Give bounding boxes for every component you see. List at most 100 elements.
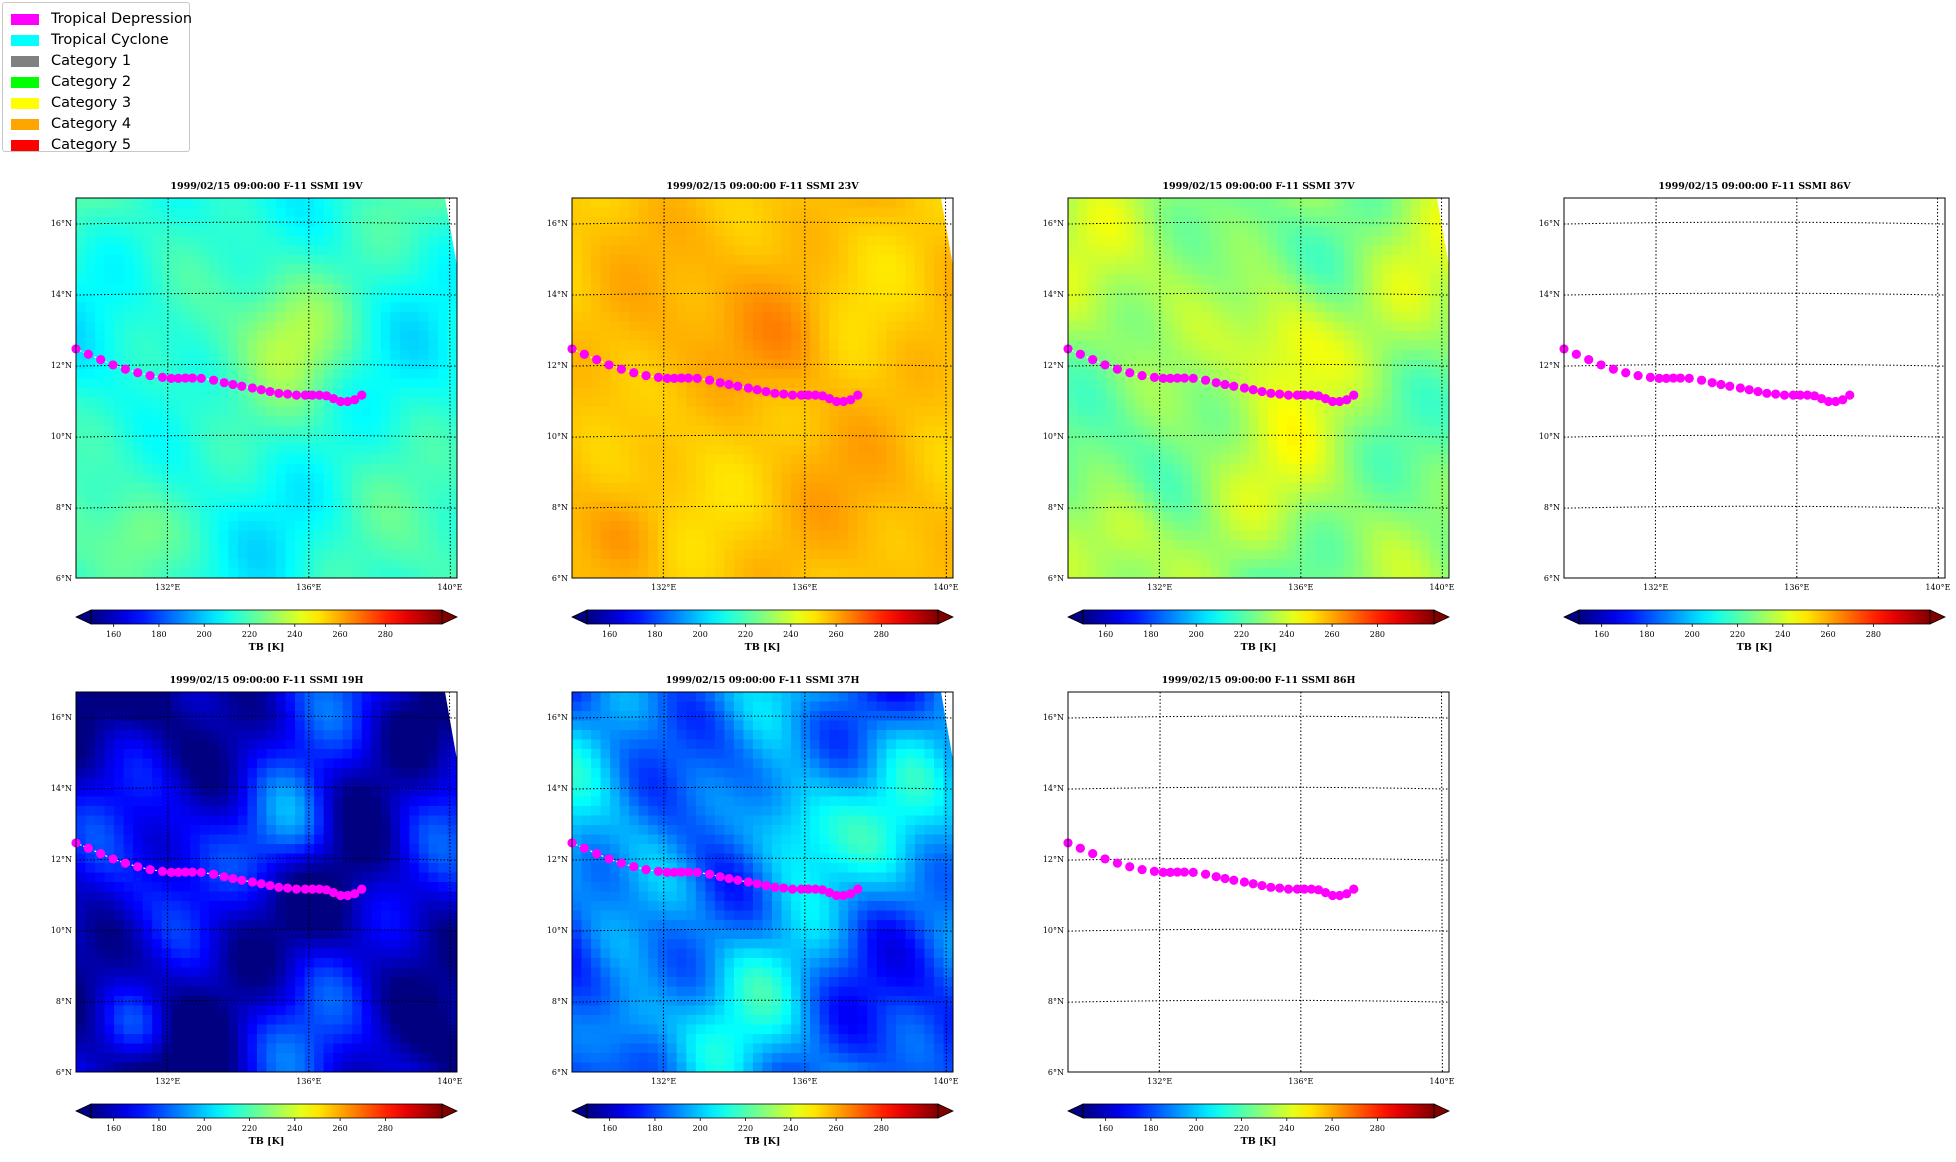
tb-cell [648, 492, 659, 503]
tb-cell [295, 236, 306, 247]
tb-cell [1248, 483, 1260, 494]
tb-cell [1153, 321, 1164, 332]
track-point [274, 388, 284, 398]
tb-cell [342, 426, 353, 437]
tb-cell [1391, 435, 1402, 446]
tb-cell [829, 549, 840, 560]
tb-cell [1182, 568, 1193, 578]
tb-cell [752, 473, 764, 484]
track-point [314, 390, 325, 400]
tb-cell [705, 397, 716, 408]
tb-cell [304, 416, 315, 427]
tb-cell [838, 454, 849, 465]
tb-cell [447, 483, 457, 494]
tb-cell [390, 568, 401, 578]
tb-cell [1115, 378, 1126, 389]
tb-cell [781, 397, 792, 408]
tb-cell [657, 283, 668, 294]
tb-cell [1258, 369, 1269, 380]
tb-cell [1277, 207, 1288, 218]
tb-cell [390, 350, 401, 361]
tb-cell [1144, 255, 1155, 266]
tb-cell [371, 530, 382, 541]
tb-cell [1220, 340, 1231, 351]
tb-cell [399, 302, 410, 313]
parallel-line [1067, 434, 1450, 438]
tb-cell [1210, 293, 1222, 304]
tb-cell [276, 378, 287, 389]
tb-cell [1363, 426, 1374, 437]
tb-cell [886, 302, 897, 313]
tb-cell [152, 473, 163, 484]
tb-cell [1239, 492, 1250, 503]
tb-cell [1420, 511, 1431, 522]
tb-cell [199, 397, 210, 408]
tb-cell [447, 264, 457, 275]
tb-cell [104, 521, 115, 532]
tb-cell [752, 207, 764, 218]
tb-cell [380, 369, 391, 380]
tb-cell [209, 549, 220, 560]
tb-cell [1315, 416, 1326, 427]
tb-cell [695, 226, 706, 237]
colorbar-ramp [587, 610, 938, 624]
tb-cell [743, 331, 754, 342]
tb-cell [695, 502, 706, 513]
tb-cell [924, 483, 935, 494]
tb-cell [867, 426, 878, 437]
tb-cell [762, 378, 773, 389]
tb-cell [857, 264, 868, 275]
tb-cell [638, 293, 649, 304]
tb-cell [352, 217, 363, 228]
tb-cell [171, 350, 182, 361]
tb-cell [409, 483, 420, 494]
tb-cell [1106, 483, 1117, 494]
tb-cell [1248, 521, 1260, 532]
tb-cell [829, 331, 840, 342]
tb-cell [1306, 340, 1317, 351]
tb-cell [1296, 321, 1307, 332]
tb-cell [610, 530, 621, 541]
track-point [335, 396, 346, 407]
tb-cell [1144, 331, 1155, 342]
tb-cell [924, 245, 935, 256]
tb-cell [819, 568, 830, 578]
tb-cell [1220, 530, 1231, 541]
tb-cell [437, 321, 449, 332]
tb-cell [1287, 530, 1298, 541]
tb-cell [1334, 464, 1345, 475]
tb-cell [829, 369, 840, 380]
track-point [307, 390, 317, 400]
tb-cell [256, 340, 268, 351]
tb-cell [791, 331, 802, 342]
tb-cell [247, 464, 258, 475]
tb-cell [1191, 369, 1202, 380]
tb-cell [629, 255, 640, 266]
tb-cell [886, 255, 897, 266]
tb-cell [676, 397, 687, 408]
tb-cell [323, 568, 334, 578]
tb-cell [256, 454, 268, 465]
tb-cell [390, 321, 401, 332]
tb-cell [876, 407, 887, 418]
tb-cell [85, 416, 96, 427]
tb-cell [133, 559, 144, 570]
tb-cell [686, 264, 697, 275]
tb-cell [95, 568, 106, 578]
tb-cell [142, 473, 153, 484]
tb-cell [247, 312, 258, 323]
tb-cell [743, 369, 754, 380]
tb-cell [1191, 207, 1202, 218]
tb-cell [276, 283, 287, 294]
tb-cell [237, 549, 249, 560]
tb-cell [1287, 483, 1298, 494]
track-point [343, 396, 353, 407]
tb-cell [1287, 473, 1298, 484]
tb-cell [600, 340, 611, 351]
lat-tick-label: 12°N [1043, 361, 1064, 370]
tb-cell [295, 226, 306, 237]
tb-cell [714, 226, 726, 237]
tb-cell [619, 340, 630, 351]
tb-cell [1372, 407, 1383, 418]
